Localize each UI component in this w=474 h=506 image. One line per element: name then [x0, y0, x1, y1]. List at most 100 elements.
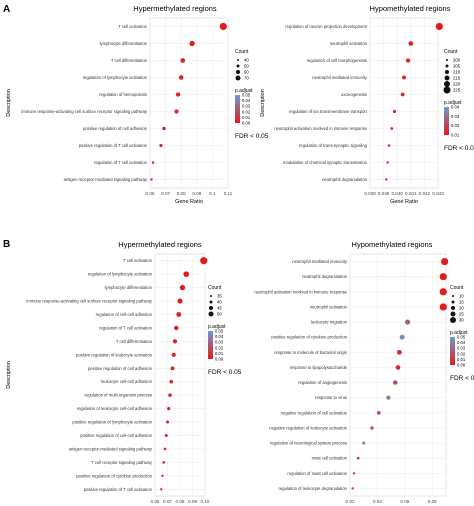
x-tick-label: 0.08	[176, 499, 185, 504]
data-point	[439, 303, 447, 311]
color-legend-bar	[208, 331, 213, 359]
size-legend-dot	[209, 306, 213, 310]
y-tick-label: lymphocyte differentiation	[105, 285, 153, 290]
y-tick-label: positive regulation of cytokine producti…	[271, 335, 347, 340]
y-tick-label: regulation of cell morphogenesis	[307, 58, 367, 63]
y-tick-label: immune response-activating cell surface …	[26, 299, 153, 304]
size-legend-label: 50	[244, 64, 249, 69]
y-tick-label: T cell activation	[118, 24, 147, 29]
y-tick-label: neutrophil degranulation	[302, 274, 348, 279]
data-point	[395, 365, 401, 370]
color-legend-tick: 0.03	[215, 340, 224, 345]
data-point	[362, 441, 366, 445]
x-tick-label: 0.08	[177, 191, 186, 196]
x-axis-label: Gene Ratio	[175, 199, 203, 205]
size-legend-dot	[452, 295, 454, 297]
data-point	[161, 474, 164, 478]
y-tick-label: regulation of neuron projection developm…	[285, 24, 368, 29]
size-legend-label: 20	[459, 306, 464, 311]
color-legend-bar	[235, 95, 240, 123]
size-legend-label: 25	[459, 312, 464, 317]
size-legend-dot	[208, 311, 214, 317]
plot-area	[349, 253, 447, 497]
color-legend-tick: 0.03	[451, 114, 460, 119]
color-legend-tick: 0.00	[242, 121, 251, 126]
y-tick-label: regulation of neurological system proces…	[270, 441, 347, 446]
y-tick-label: neutrophil activation involved in immune…	[274, 126, 367, 131]
data-point	[385, 178, 388, 181]
y-tick-label: T cell differentiation	[111, 58, 148, 63]
size-legend-label: 70	[244, 76, 249, 81]
data-point	[387, 144, 391, 147]
size-legend-dot	[237, 59, 239, 61]
y-axis-label: Description	[6, 361, 12, 389]
x-tick-label: 0.10	[201, 499, 210, 504]
color-legend-tick: 0.04	[215, 334, 224, 339]
y-tick-label: regulation of trans-synaptic signaling	[299, 143, 368, 148]
y-tick-label: lymphocyte differentiation	[100, 41, 148, 46]
color-legend-tick: 0.02	[457, 351, 466, 356]
data-point	[390, 127, 394, 130]
data-point	[405, 58, 411, 63]
y-tick-label: positive regulation of cytokine producti…	[76, 473, 152, 478]
y-tick-label: regulation of mast cell activation	[287, 471, 347, 476]
color-legend-tick: 0.04	[457, 340, 466, 345]
y-tick-label: neutrophil activation involved in immune…	[254, 289, 347, 294]
y-tick-label: negative regulation of leukocyte activat…	[269, 425, 347, 430]
size-legend-title: Count	[208, 285, 222, 291]
y-tick-label: T cell differentiation	[116, 339, 153, 344]
data-point	[176, 312, 182, 317]
size-legend-label: 220	[453, 82, 461, 87]
y-tick-label: regulation of angiogenesis	[298, 380, 347, 385]
x-tick-label: 0.04	[373, 499, 382, 504]
data-point	[435, 22, 443, 31]
chart-3: Hypermethylated regions 0.06 0.07 0.08 0.09 0…	[6, 240, 242, 504]
y-tick-label: positive regulation of T cell activation	[79, 143, 148, 148]
color-legend-tick: 0.00	[457, 363, 466, 368]
data-point	[402, 75, 406, 80]
color-legend-title: p.adjust	[444, 100, 462, 106]
color-legend-tick: 0.01	[242, 115, 251, 120]
size-legend-dot	[235, 75, 241, 81]
y-axis-label: Description	[260, 89, 266, 117]
size-legend-dot	[444, 75, 450, 81]
y-tick-label: antigen receptor-mediated signaling path…	[64, 177, 148, 182]
y-tick-label: neutrophil mediated immunity	[312, 75, 368, 80]
x-tick-label: 0.06	[400, 499, 409, 504]
data-point	[392, 109, 397, 114]
data-point	[162, 461, 166, 464]
data-point	[219, 22, 227, 31]
fdr-note: FDR < 0.05	[208, 369, 242, 376]
data-point	[179, 284, 186, 291]
color-legend-tick: 0.02	[451, 123, 460, 128]
color-legend-bar	[450, 337, 455, 365]
y-tick-label: positive regulation of cell adhesion	[88, 366, 153, 371]
y-tick-label: positive regulation of T cell activation	[84, 487, 153, 492]
size-legend-label: 210	[453, 70, 461, 75]
y-tick-label: positive regulation of lymphocyte activa…	[72, 420, 152, 425]
color-legend-tick: 0.02	[242, 109, 251, 114]
panel-label-a: A	[3, 4, 10, 15]
color-legend-tick: 0.05	[242, 93, 251, 98]
data-point	[200, 257, 208, 265]
data-point	[166, 420, 169, 424]
data-point	[150, 178, 153, 181]
y-tick-label: regulation of T cell activation	[99, 325, 153, 330]
data-point	[159, 143, 163, 148]
size-legend-label: 35	[217, 294, 222, 299]
x-tick-label: 0.02	[346, 499, 355, 504]
size-legend-label: 200	[453, 58, 461, 63]
y-axis-label: Description	[6, 89, 12, 117]
y-tick-label: negative regulation of cell activation	[281, 410, 348, 415]
y-tick-label: regulation of multi-organism process	[85, 393, 153, 398]
color-legend-tick: 0.02	[215, 345, 224, 350]
data-point	[376, 410, 381, 415]
data-point	[174, 325, 179, 331]
data-point	[356, 456, 360, 460]
size-legend-title: Count	[235, 49, 249, 55]
plot-area	[149, 17, 229, 189]
color-legend-bar	[444, 107, 449, 135]
